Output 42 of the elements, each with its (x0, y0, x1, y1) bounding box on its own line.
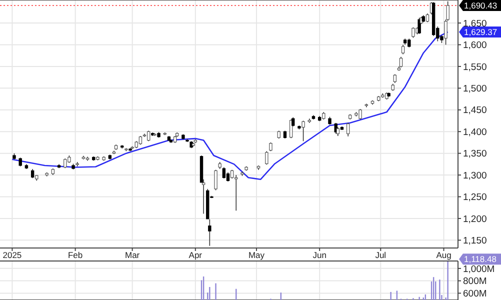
candlestick (214, 169, 218, 191)
x-tick-label: Aug (436, 250, 452, 260)
y-tick-label: 1,250 (463, 192, 487, 204)
text: 1,629.37 (464, 26, 498, 37)
y-tick-label: 1,600 (463, 40, 487, 52)
x-tick-label: 2025 (2, 250, 22, 260)
ref-line-label: 1,690.43 (464, 0, 498, 10)
text: 1,118.48 (464, 254, 497, 264)
y-tick-label: 1,300 (463, 170, 487, 182)
y-tick-label: 1,450 (463, 105, 487, 116)
candlestick (334, 122, 338, 134)
candlestick (399, 56, 403, 68)
y-tick-label: 1,000M (463, 264, 495, 275)
candlestick (30, 168, 34, 178)
candlestick (146, 130, 150, 142)
candlestick (234, 174, 238, 212)
x-tick-label: Mar (124, 250, 140, 260)
y-tick-label: 1,350 (463, 148, 487, 160)
candlestick (302, 120, 305, 142)
candlestick (208, 218, 212, 246)
y-tick-label: 1,400 (463, 126, 487, 138)
y-tick-label: 1,150 (463, 236, 487, 247)
candlestick (346, 122, 350, 137)
candlestick (265, 150, 268, 166)
y-tick-label: 1,200 (463, 214, 487, 225)
y-tick-label: 600M (463, 288, 487, 300)
x-tick-label: Jun (312, 250, 327, 260)
x-tick-label: Feb (68, 250, 83, 260)
candlestick (401, 44, 405, 55)
y-tick-label: 1,550 (463, 62, 487, 73)
candlestick (222, 166, 226, 179)
x-tick-label: Jul (375, 250, 386, 260)
y-tick-label: 1,650 (463, 18, 487, 30)
x-tick-label: Apr (188, 250, 202, 260)
candlestick (64, 158, 67, 168)
y-tick-label: 800M (463, 276, 487, 288)
x-tick-label: May (248, 250, 266, 260)
candlestick (226, 172, 230, 182)
candlestick (412, 26, 415, 38)
y-tick-label: 1,500 (463, 83, 487, 94)
candlestick (202, 178, 206, 214)
candlestick (358, 108, 362, 120)
